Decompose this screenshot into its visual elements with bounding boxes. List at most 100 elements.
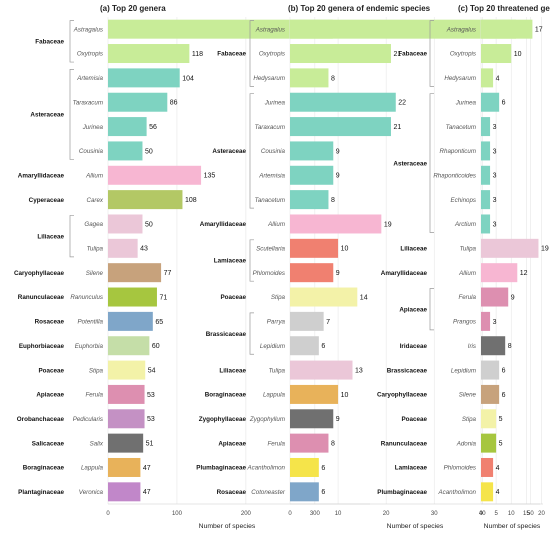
value-label: 118	[192, 51, 203, 58]
x-tick-label: 10	[508, 511, 515, 517]
bar	[481, 92, 500, 112]
bar	[290, 238, 339, 258]
family-label: Amaryllidaceae	[18, 172, 65, 179]
bar	[481, 482, 494, 502]
value-label: 12	[520, 270, 528, 277]
chart-title: (b) Top 20 genera of endemic species	[288, 4, 431, 13]
bar	[290, 190, 329, 210]
value-label: 56	[149, 124, 157, 131]
x-tick-label: 200	[241, 511, 252, 517]
value-label: 19	[384, 221, 392, 228]
family-label: Caryophyllaceae	[14, 270, 65, 277]
family-label: Poaceae	[401, 416, 427, 423]
genus-label: Tulipa	[269, 367, 286, 374]
family-bracket	[249, 312, 254, 355]
genus-label: Ferula	[85, 392, 103, 399]
value-label: 50	[145, 221, 153, 228]
bar	[290, 433, 329, 453]
value-label: 65	[155, 319, 163, 326]
value-label: 5	[499, 441, 503, 448]
x-axis-label: Number of species	[387, 523, 444, 530]
genus-label: Allium	[458, 270, 476, 277]
bar	[290, 214, 382, 234]
family-bracket	[249, 93, 254, 209]
bar	[108, 68, 180, 88]
family-label: Fabaceae	[398, 51, 427, 58]
family-label: Lamiaceae	[214, 258, 247, 265]
value-label: 9	[336, 173, 340, 180]
bar	[290, 409, 334, 429]
value-label: 14	[360, 294, 368, 301]
family-label: Asteraceae	[212, 148, 246, 155]
value-label: 47	[143, 489, 151, 496]
family-label: Poaceae	[220, 294, 246, 301]
genus-label: Iris	[468, 343, 476, 350]
genus-label: Silene	[459, 392, 477, 399]
bar	[290, 19, 516, 39]
family-label: Iridaceae	[400, 343, 428, 350]
value-label: 3	[493, 221, 497, 228]
genus-label: Echinops	[451, 197, 476, 204]
bar	[481, 433, 497, 453]
family-label: Cyperaceae	[29, 197, 65, 204]
genus-label: Gagea	[84, 221, 103, 228]
x-tick-label: 50	[527, 511, 534, 517]
genus-label: Phlomoides	[444, 465, 476, 472]
bar	[290, 68, 329, 88]
genus-label: Jurinea	[82, 124, 104, 131]
family-label: Asteraceae	[30, 112, 64, 119]
x-tick-label: 20	[383, 511, 390, 517]
value-label: 4	[496, 489, 500, 496]
genus-label: Astragalus	[255, 26, 285, 33]
bar	[481, 165, 491, 185]
genus-label: Silene	[86, 270, 104, 277]
value-label: 5	[499, 416, 503, 423]
bar	[481, 263, 518, 283]
bar	[108, 409, 145, 429]
genus-label: Oxytropis	[259, 51, 285, 58]
value-label: 8	[508, 343, 512, 350]
x-axis-label: Number of species	[199, 523, 256, 530]
bar	[481, 409, 497, 429]
value-label: 6	[502, 392, 506, 399]
value-label: 10	[341, 392, 349, 399]
family-label: Zygophyllaceae	[199, 416, 247, 423]
value-label: 21	[393, 124, 401, 131]
family-bracket	[429, 93, 434, 233]
genus-label: Cousinia	[261, 148, 286, 155]
genus-label: Adonia	[456, 440, 477, 447]
family-label: Asteraceae	[393, 160, 427, 167]
value-label: 3	[493, 124, 497, 131]
value-label: 8	[331, 441, 335, 448]
value-label: 3	[493, 197, 497, 204]
genus-label: Ranunculus	[70, 294, 103, 301]
family-label: Liliaceae	[219, 367, 246, 374]
value-label: 71	[159, 294, 167, 301]
genus-label: Salix	[90, 440, 104, 447]
genus-label: Acantholimon	[438, 489, 477, 496]
bar	[108, 482, 141, 502]
family-bracket	[69, 215, 74, 258]
family-label: Liliaceae	[400, 246, 427, 253]
genus-label: Oxytropis	[77, 51, 103, 58]
genus-label: Taraxacum	[73, 99, 103, 106]
family-label: Ranunculaceae	[381, 440, 428, 447]
x-tick-label: 100	[172, 511, 183, 517]
bar	[481, 44, 512, 64]
bar	[290, 457, 319, 477]
genus-label: Stipa	[89, 367, 104, 374]
value-label: 6	[321, 343, 325, 350]
bar	[108, 165, 202, 185]
chart-title: (a) Top 20 genera	[100, 4, 166, 13]
family-label: Apiaceae	[218, 440, 246, 447]
bar	[481, 190, 491, 210]
genus-label: Arctium	[454, 221, 476, 228]
bar	[108, 117, 147, 137]
bar	[481, 360, 500, 380]
bar	[290, 336, 319, 356]
family-label: Liliaceae	[37, 233, 64, 240]
genus-label: Stipa	[462, 416, 477, 423]
bar	[108, 190, 183, 210]
family-label: Boraginaceae	[23, 465, 65, 472]
